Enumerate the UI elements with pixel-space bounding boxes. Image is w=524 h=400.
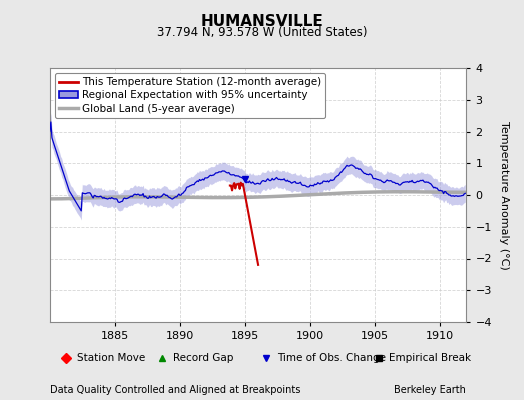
Text: HUMANSVILLE: HUMANSVILLE <box>201 14 323 29</box>
Text: Data Quality Controlled and Aligned at Breakpoints: Data Quality Controlled and Aligned at B… <box>50 385 300 395</box>
Text: Time of Obs. Change: Time of Obs. Change <box>277 353 386 363</box>
Legend: This Temperature Station (12-month average), Regional Expectation with 95% uncer: This Temperature Station (12-month avera… <box>55 73 325 118</box>
Text: Berkeley Earth: Berkeley Earth <box>395 385 466 395</box>
Text: Empirical Break: Empirical Break <box>389 353 472 363</box>
Y-axis label: Temperature Anomaly (°C): Temperature Anomaly (°C) <box>498 121 509 269</box>
Text: Record Gap: Record Gap <box>173 353 233 363</box>
Text: 37.794 N, 93.578 W (United States): 37.794 N, 93.578 W (United States) <box>157 26 367 39</box>
Text: Station Move: Station Move <box>77 353 145 363</box>
